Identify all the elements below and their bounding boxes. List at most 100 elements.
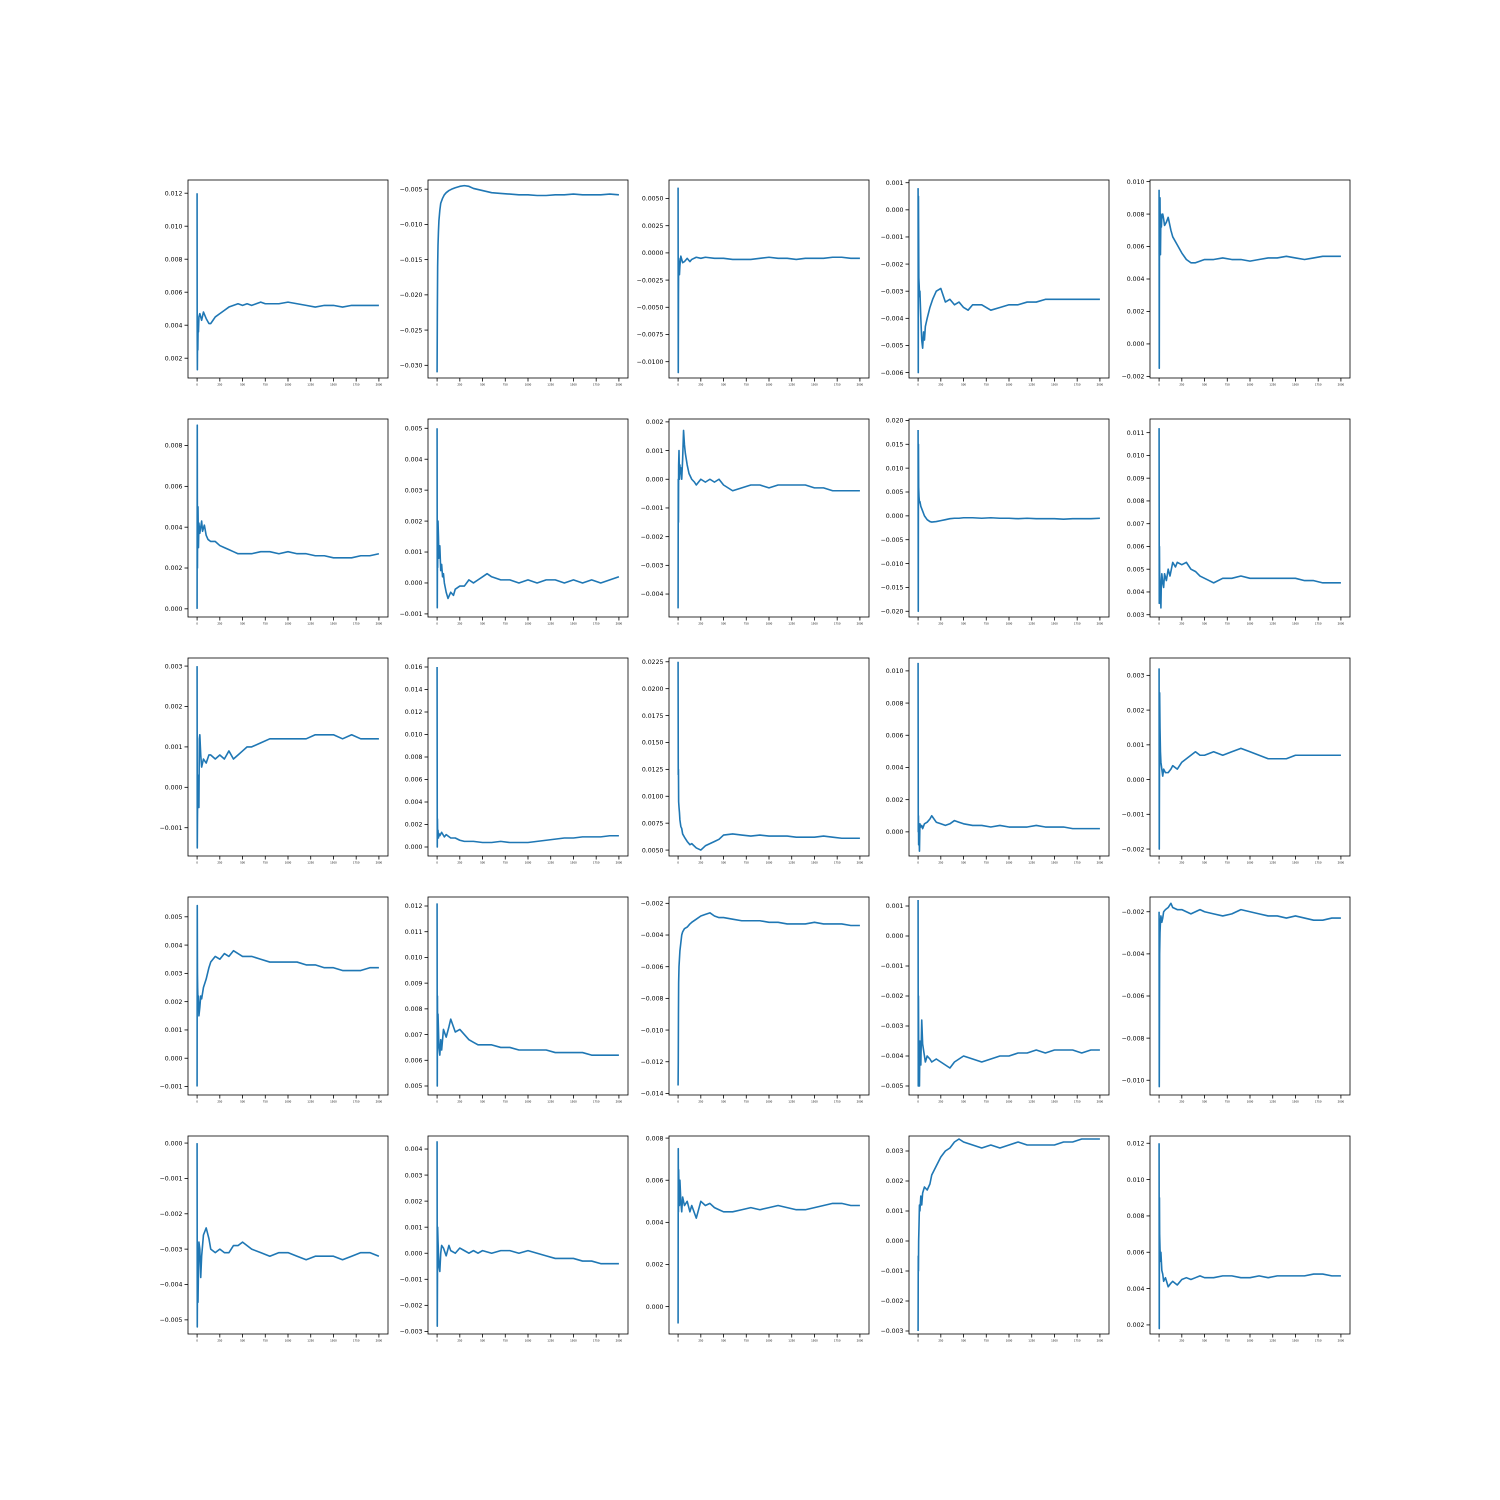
y-tick-label: 0.004 [886,765,904,772]
series-line [917,1138,1100,1332]
y-tick-label: −0.0100 [637,359,664,366]
x-tick-label: 250 [1179,383,1184,387]
x-tick-label: 250 [1179,1100,1184,1104]
axes-frame [668,418,870,618]
series-line [196,1143,380,1328]
y-tick-label: 0.002 [886,1178,904,1185]
x-tick-label: 500 [961,383,966,387]
x-tick-label: 1750 [593,861,600,865]
y-tick-label: −0.005 [881,537,904,544]
x-tick-label: 250 [698,1100,703,1104]
y-tick-label: −0.004 [881,316,904,323]
x-tick-label: 1250 [547,1339,554,1343]
y-tick-label: −0.002 [400,1303,423,1310]
x-tick-label: 1000 [1247,1100,1254,1104]
y-tick-label: 0.000 [886,207,904,214]
x-tick-label: 0 [677,1339,679,1343]
x-tick-label: 250 [457,1339,462,1343]
series-line [1158,189,1341,370]
x-tick-label: 1000 [766,1339,773,1343]
x-tick-label: 0 [917,622,919,626]
x-tick-label: 1250 [547,622,554,626]
x-tick-label: 1750 [1315,1339,1322,1343]
y-tick-label: 0.001 [165,1027,183,1034]
y-tick-label: 0.004 [1127,589,1145,596]
x-tick-label: 1000 [766,622,773,626]
subplot-5-4: −0.003 −0.002 −0.001 0.000 0.001 0.002 0.003 0 2… [881,1135,1110,1343]
y-tick-label: 0.006 [405,777,423,784]
x-tick-label: 1500 [1051,1339,1058,1343]
axes-frame [427,1135,629,1335]
x-tick-label: 2000 [1338,383,1345,387]
series-line [436,1141,619,1327]
x-tick-label: 1500 [811,1339,818,1343]
axes-frame [668,657,870,857]
y-tick-label: 0.011 [405,929,423,936]
x-tick-label: 500 [240,622,245,626]
y-tick-label: 0.000 [646,476,664,483]
axes-frame [908,657,1110,857]
x-tick-label: 0 [677,861,679,865]
y-tick-label: 0.010 [1127,453,1145,460]
y-tick-label: 0.004 [405,456,423,463]
x-tick-label: 1500 [1292,622,1299,626]
x-tick-label: 500 [721,1100,726,1104]
x-tick-label: 750 [503,861,508,865]
x-tick-label: 2000 [616,1100,623,1104]
y-tick-label: 0.002 [165,999,183,1006]
x-tick-label: 0 [917,1339,919,1343]
x-tick-label: 1750 [834,1339,841,1343]
x-tick-label: 500 [480,861,485,865]
y-tick-label: 0.0000 [642,250,664,257]
x-tick-label: 750 [1225,383,1230,387]
x-tick-label: 2000 [857,861,864,865]
x-tick-label: 1000 [1247,383,1254,387]
x-tick-label: 1500 [570,1339,577,1343]
x-tick-label: 1750 [1315,383,1322,387]
x-tick-label: 1500 [1051,1100,1058,1104]
y-tick-label: −0.020 [400,292,423,299]
y-tick-label: −0.001 [400,1276,423,1283]
y-tick-label: 0.007 [1127,521,1145,528]
y-tick-label: −0.001 [881,1268,904,1275]
x-tick-label: 1000 [1006,1339,1013,1343]
y-tick-label: 0.002 [405,518,423,525]
y-tick-label: 0.004 [165,524,183,531]
y-tick-label: −0.001 [881,234,904,241]
y-tick-label: −0.010 [881,561,904,568]
y-tick-label: 0.000 [165,1140,183,1147]
subplot-1-3: −0.0100 −0.0075 −0.0050 −0.0025 0.0000 0.0025… [637,179,870,387]
x-tick-label: 1500 [330,861,337,865]
y-tick-label: 0.0050 [642,196,664,203]
y-tick-label: 0.008 [165,256,183,263]
x-tick-label: 2000 [616,383,623,387]
y-tick-label: 0.001 [886,1208,904,1215]
x-tick-label: 750 [1225,622,1230,626]
x-tick-label: 1750 [1315,861,1322,865]
x-tick-label: 2000 [376,1339,383,1343]
y-tick-label: 0.003 [165,663,183,670]
x-tick-label: 750 [263,622,268,626]
x-tick-label: 1500 [1292,861,1299,865]
y-tick-label: 0.012 [405,903,423,910]
y-tick-label: 0.010 [886,668,904,675]
y-tick-label: −0.004 [881,1053,904,1060]
subplot-3-4: 0.000 0.002 0.004 0.006 0.008 0.010 0 250 500 750… [886,657,1110,865]
y-tick-label: 0.004 [1127,276,1145,283]
axes-frame [187,179,389,379]
y-tick-label: −0.002 [881,1298,904,1305]
y-tick-label: 0.002 [1127,707,1145,714]
x-tick-label: 2000 [1338,622,1345,626]
x-tick-label: 1500 [330,622,337,626]
x-tick-label: 750 [263,1339,268,1343]
x-tick-label: 500 [1202,622,1207,626]
subplot-2-2: −0.001 0.000 0.001 0.002 0.003 0.004 0.005 0 250… [400,418,629,626]
y-tick-label: 0.002 [646,419,664,426]
x-tick-label: 750 [744,622,749,626]
x-tick-label: 500 [721,861,726,865]
series-line [1158,1143,1341,1330]
y-tick-label: −0.003 [400,1329,423,1336]
x-tick-label: 1000 [525,861,532,865]
series-line [196,424,380,609]
x-tick-label: 250 [1179,622,1184,626]
